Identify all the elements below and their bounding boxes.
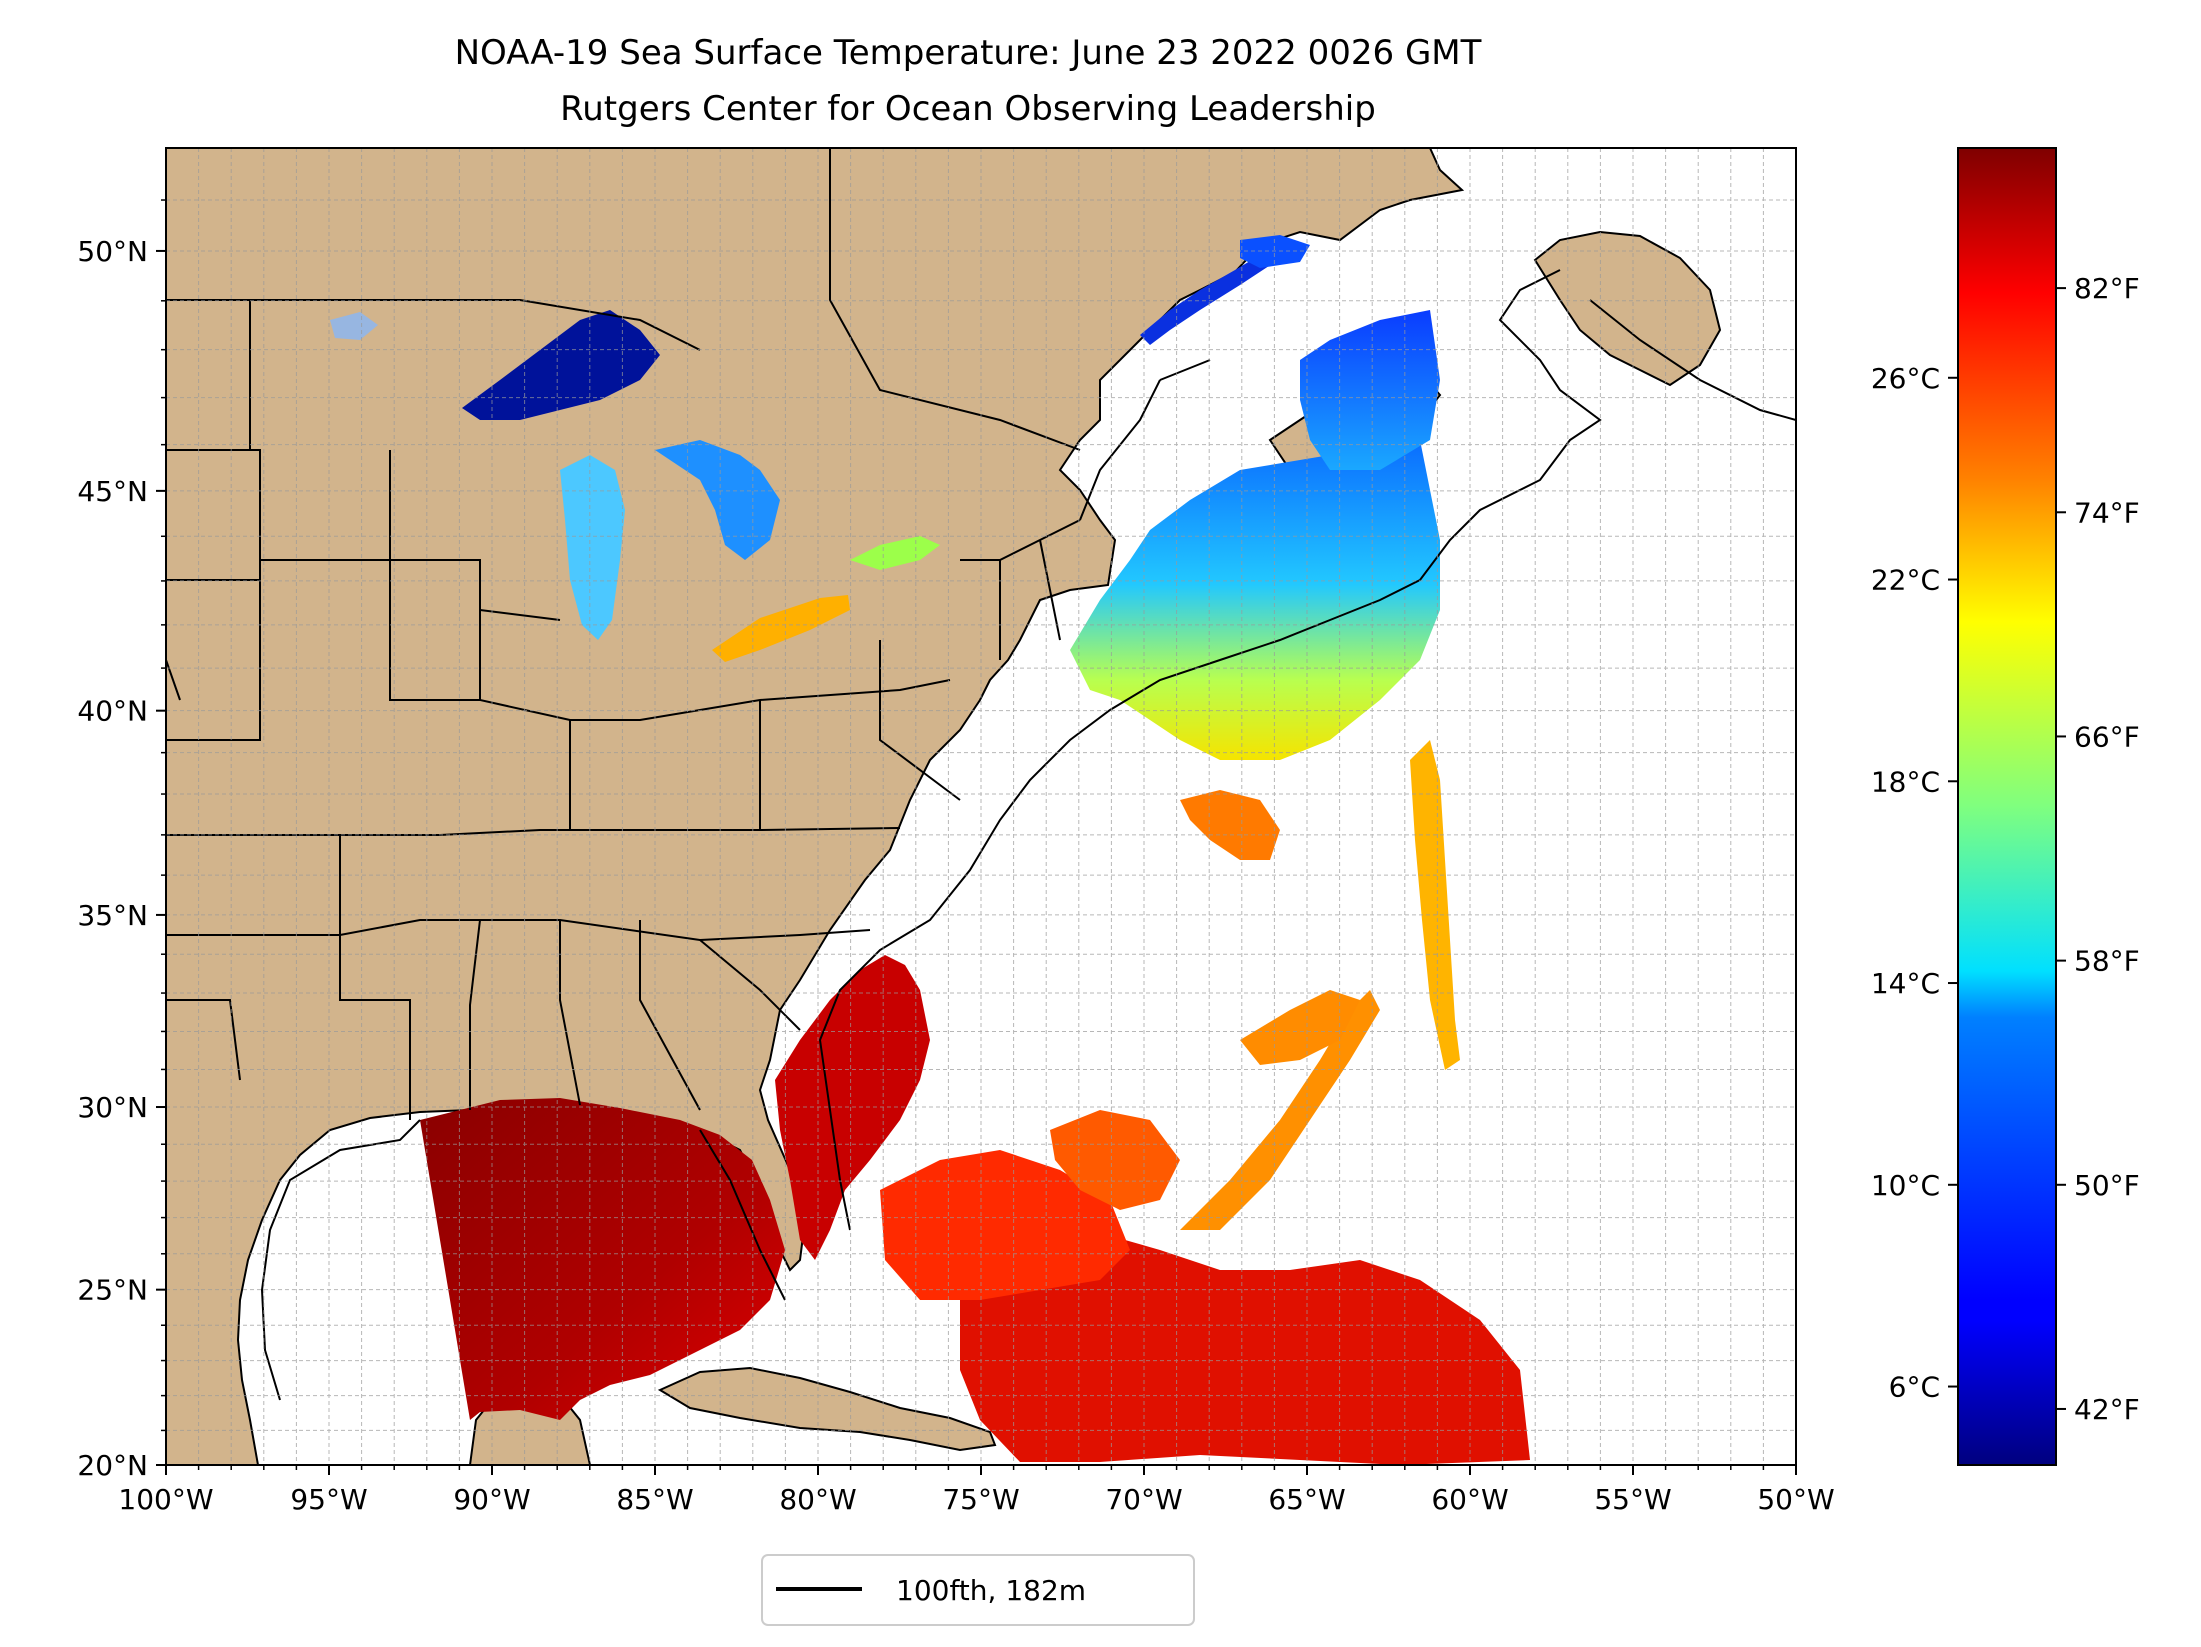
colorbar-fahrenheit-axis: 42°F 50°F 58°F 66°F 74°F 82°F [2056,272,2140,1426]
colorbar-c-label: 6°C [1889,1371,1940,1404]
legend-label: 100fth, 182m [896,1574,1086,1607]
political-boundaries [166,148,1211,1120]
colorbar-gradient [1957,147,2057,1466]
longitude-axis: 100°W 95°W 90°W 85°W 80°W 75°W 70°W 65°W 60°W 55°… [118,1465,1835,1516]
colorbar-c-label: 10°C [1871,1169,1940,1202]
colorbar-f-label: 58°F [2074,945,2140,978]
lat-tick-label: 50°N [77,235,148,268]
colorbar-f-label: 74°F [2074,496,2140,529]
colorbar: 42°F 50°F 58°F 66°F 74°F 82°F 6°C 10°C 14°C 18°C… [1871,147,2140,1466]
legend-box [761,1554,1195,1626]
lon-tick-label: 70°W [1105,1483,1182,1516]
latitude-axis: 20°N 25°N 30°N 35°N 40°N 45°N 50°N [77,199,166,1482]
lon-tick-label: 85°W [616,1483,693,1516]
lon-tick-label: 80°W [779,1483,856,1516]
lat-tick-label: 45°N [77,475,148,508]
lat-tick-label: 35°N [77,899,148,932]
sst-atlantic-central [1050,1110,1180,1210]
sst-gulf-stream-north [1180,790,1280,860]
sst-atlantic-streak [1180,990,1380,1230]
sst-atlantic-southeast [960,1230,1530,1465]
colorbar-c-label: 26°C [1871,362,1940,395]
lon-tick-label: 95°W [290,1483,367,1516]
colorbar-f-label: 82°F [2074,272,2140,305]
lon-tick-label: 75°W [942,1483,1019,1516]
colorbar-f-label: 66°F [2074,720,2140,753]
lake-huron [655,440,780,560]
lon-tick-label: 100°W [118,1483,213,1516]
land-north-america [166,148,1465,1465]
colorbar-c-label: 14°C [1871,967,1940,1000]
sst-atlantic-bahamas [880,1150,1130,1300]
lon-tick-label: 60°W [1431,1483,1508,1516]
legend: 100fth, 182m [761,1554,1195,1626]
lake-michigan [560,455,625,640]
lon-tick-label: 90°W [453,1483,530,1516]
isobath-100fth [260,269,1796,1401]
map-title: NOAA-19 Sea Surface Temperature: June 23… [455,33,1482,73]
sst-eastern-band [1410,740,1460,1070]
lon-tick-label: 50°W [1757,1483,1834,1516]
colorbar-c-label: 18°C [1871,765,1940,798]
lake-erie [712,595,850,662]
colorbar-f-label: 50°F [2074,1169,2140,1202]
lat-tick-label: 20°N [77,1449,148,1482]
map-subtitle: Rutgers Center for Ocean Observing Leade… [560,89,1376,129]
st-lawrence-sst [1140,248,1280,345]
lake-superior [462,310,660,420]
lat-tick-label: 25°N [77,1274,148,1307]
sst-east-patch [1240,990,1360,1065]
lake-ontario [850,536,940,570]
lake-nipigon [330,312,378,340]
sst-gulf-st-lawrence [1240,235,1310,268]
land-newfoundland [1533,230,1722,387]
lon-tick-label: 65°W [1268,1483,1345,1516]
lat-tick-label: 40°N [77,695,148,728]
map-gridlines [166,148,1796,1465]
colorbar-f-label: 42°F [2074,1393,2140,1426]
colorbar-celsius-axis: 6°C 10°C 14°C 18°C 22°C 26°C [1871,362,1958,1404]
land-cuba [657,1366,997,1452]
colorbar-c-label: 22°C [1871,564,1940,597]
lat-tick-label: 30°N [77,1091,148,1124]
sst-gulf-of-mexico [420,1098,785,1420]
lon-tick-label: 55°W [1594,1483,1671,1516]
